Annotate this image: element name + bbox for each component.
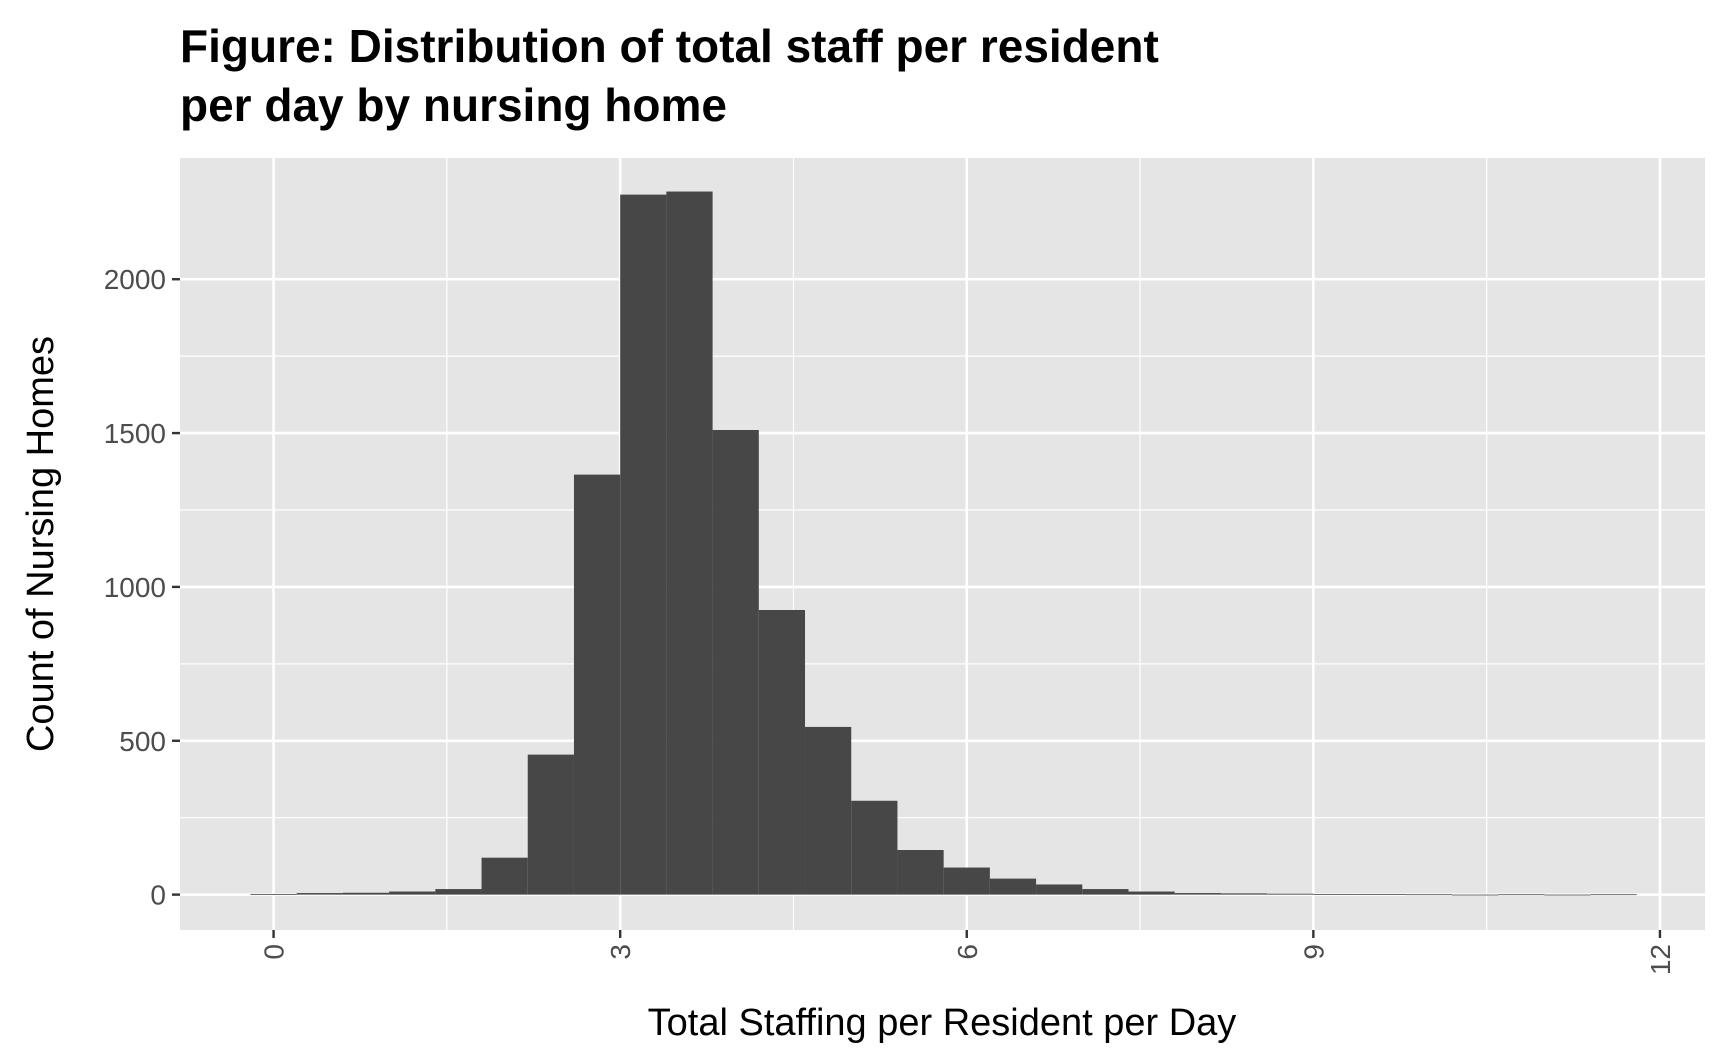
bar: [1267, 893, 1314, 895]
bar: [943, 867, 990, 895]
y-tick-label: 1500: [104, 418, 166, 449]
x-tick-label: 0: [259, 944, 290, 960]
bar: [342, 892, 390, 895]
bar: [296, 893, 343, 895]
bar: [805, 726, 852, 895]
bar: [712, 430, 759, 895]
bar: [481, 857, 528, 895]
y-tick-label: 0: [150, 880, 166, 911]
y-tick-label: 1000: [104, 572, 166, 603]
bar: [1498, 894, 1545, 896]
bar: [1220, 893, 1268, 895]
bar: [389, 891, 436, 895]
bar: [989, 878, 1037, 895]
chart-title: Figure: Distribution of total staff per …: [180, 20, 1159, 72]
bar: [1174, 893, 1221, 895]
x-axis-title: Total Staffing per Resident per Day: [648, 1002, 1237, 1044]
bar: [1359, 894, 1406, 895]
bar: [435, 889, 482, 895]
y-tick-label: 2000: [104, 264, 166, 295]
bar: [1128, 891, 1175, 895]
bar: [527, 754, 574, 895]
bar: [1405, 894, 1452, 896]
chart-title: per day by nursing home: [180, 79, 727, 131]
bar: [250, 894, 297, 895]
bar: [1451, 894, 1499, 896]
bar: [620, 194, 667, 895]
bar: [1313, 894, 1360, 895]
bar: [666, 191, 713, 895]
y-tick-label: 500: [119, 726, 166, 757]
bar: [758, 610, 806, 895]
bar: [851, 800, 898, 895]
bar: [1544, 894, 1591, 896]
x-tick-label: 12: [1645, 944, 1676, 975]
x-tick-label: 6: [952, 944, 983, 960]
bar: [573, 474, 621, 895]
bar: [1036, 884, 1083, 895]
x-tick-label: 9: [1298, 944, 1329, 960]
y-axis-title: Count of Nursing Homes: [20, 336, 62, 752]
bar: [897, 850, 944, 895]
bar: [1082, 889, 1129, 895]
bar: [1590, 894, 1637, 896]
x-tick-label: 3: [605, 944, 636, 960]
panel: [180, 158, 1705, 930]
